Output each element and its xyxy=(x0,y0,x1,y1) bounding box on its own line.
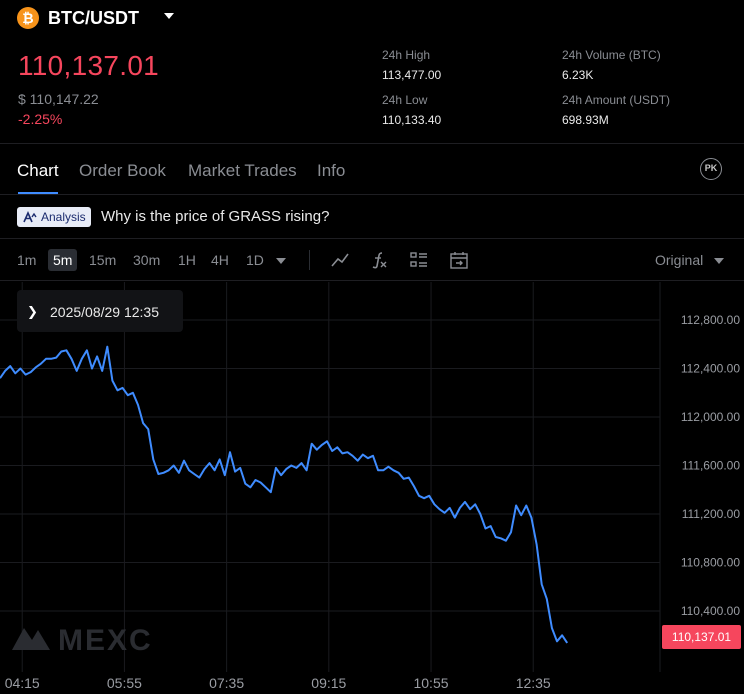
tab-chart[interactable]: Chart xyxy=(17,161,59,180)
amount-label: 24h Amount (USDT) xyxy=(562,93,671,107)
indicator-line-icon[interactable] xyxy=(330,250,350,270)
analysis-badge-label: Analysis xyxy=(41,210,86,224)
low-label: 24h Low xyxy=(382,93,428,107)
volume-value: 6.23K xyxy=(562,68,594,82)
calendar-icon[interactable] xyxy=(449,250,469,270)
x-tick-label: 12:35 xyxy=(516,675,551,691)
interval-1d[interactable]: 1D xyxy=(246,252,264,268)
y-tick-label: 112,000.00 xyxy=(681,410,740,424)
pk-icon[interactable]: PK xyxy=(700,158,722,180)
y-tick-label: 110,400.00 xyxy=(681,604,740,618)
crosshair-date-tooltip[interactable]: ❯ 2025/08/29 12:35 xyxy=(17,290,183,332)
interval-more-caret-icon[interactable] xyxy=(276,258,286,264)
y-tick-label: 111,600.00 xyxy=(682,459,741,473)
y-tick-label: 112,800.00 xyxy=(681,313,740,327)
amount-value: 698.93M xyxy=(562,113,609,127)
bitcoin-icon: ₿ xyxy=(17,7,39,29)
x-tick-label: 05:55 xyxy=(107,675,142,691)
active-tab-indicator xyxy=(18,192,58,194)
chart-grid xyxy=(0,282,661,672)
interval-1h[interactable]: 1H xyxy=(178,252,196,268)
function-icon[interactable] xyxy=(369,250,389,270)
x-tick-label: 10:55 xyxy=(413,675,448,691)
analysis-icon xyxy=(23,211,37,223)
interval-15m[interactable]: 15m xyxy=(89,252,117,268)
interval-5m[interactable]: 5m xyxy=(48,249,78,271)
caret-down-icon[interactable] xyxy=(164,13,174,19)
interval-30m[interactable]: 30m xyxy=(133,252,161,268)
last-price: 110,137.01 xyxy=(18,50,160,81)
pair-selector[interactable]: BTC/USDT xyxy=(48,8,139,28)
ticker-header: ₿ BTC/USDT 110,137.01 $ 110,147.22 -2.25… xyxy=(0,0,744,143)
volume-label: 24h Volume (BTC) xyxy=(562,48,661,62)
price-chart[interactable]: 112,800.00 112,400.00 112,000.00 111,600.00… xyxy=(0,282,744,694)
toolbar-divider xyxy=(309,250,310,270)
tab-bar: Chart Order Book Market Trades Info PK xyxy=(0,143,744,195)
layout-icon[interactable] xyxy=(409,250,429,270)
high-value: 113,477.00 xyxy=(382,68,442,82)
price-line-series xyxy=(0,345,569,644)
price-mode-caret-icon[interactable] xyxy=(714,258,724,264)
tab-info[interactable]: Info xyxy=(317,161,346,180)
price-change: -2.25% xyxy=(18,111,63,127)
mexc-watermark: MEXC xyxy=(12,624,153,654)
y-tick-label: 112,400.00 xyxy=(681,362,740,376)
interval-1m[interactable]: 1m xyxy=(17,252,37,268)
y-axis-labels: 112,800.00 112,400.00 112,000.00 111,600.00… xyxy=(681,313,740,618)
tooltip-date: 2025/08/29 12:35 xyxy=(50,304,159,320)
interval-4h[interactable]: 4H xyxy=(211,252,229,268)
analysis-badge[interactable]: Analysis xyxy=(17,207,91,227)
low-value: 110,133.40 xyxy=(382,113,442,127)
x-axis-labels: 04:15 05:55 07:35 09:15 10:55 12:35 xyxy=(5,675,551,691)
chevron-right-icon[interactable]: ❯ xyxy=(27,304,38,319)
analysis-question[interactable]: Why is the price of GRASS rising? xyxy=(101,208,330,225)
x-tick-label: 04:15 xyxy=(5,675,40,691)
chart-toolbar: 1m 5m 15m 30m 1H 4H 1D Original xyxy=(0,240,744,281)
watermark-text: MEXC xyxy=(58,624,153,654)
price-usd: $ 110,147.22 xyxy=(18,91,99,107)
tab-order-book[interactable]: Order Book xyxy=(79,161,166,180)
last-price-marker: 110,137.01 xyxy=(662,625,741,649)
price-mode-select[interactable]: Original xyxy=(655,252,704,268)
y-tick-label: 110,800.00 xyxy=(681,556,740,570)
tab-market-trades[interactable]: Market Trades xyxy=(188,161,297,180)
high-label: 24h High xyxy=(382,48,431,62)
price-chart-svg[interactable]: 112,800.00 112,400.00 112,000.00 111,600.00… xyxy=(0,282,744,694)
y-tick-label: 111,200.00 xyxy=(682,507,741,521)
analysis-row: Analysis Why is the price of GRASS risin… xyxy=(0,195,744,239)
x-tick-label: 07:35 xyxy=(209,675,244,691)
x-tick-label: 09:15 xyxy=(311,675,346,691)
